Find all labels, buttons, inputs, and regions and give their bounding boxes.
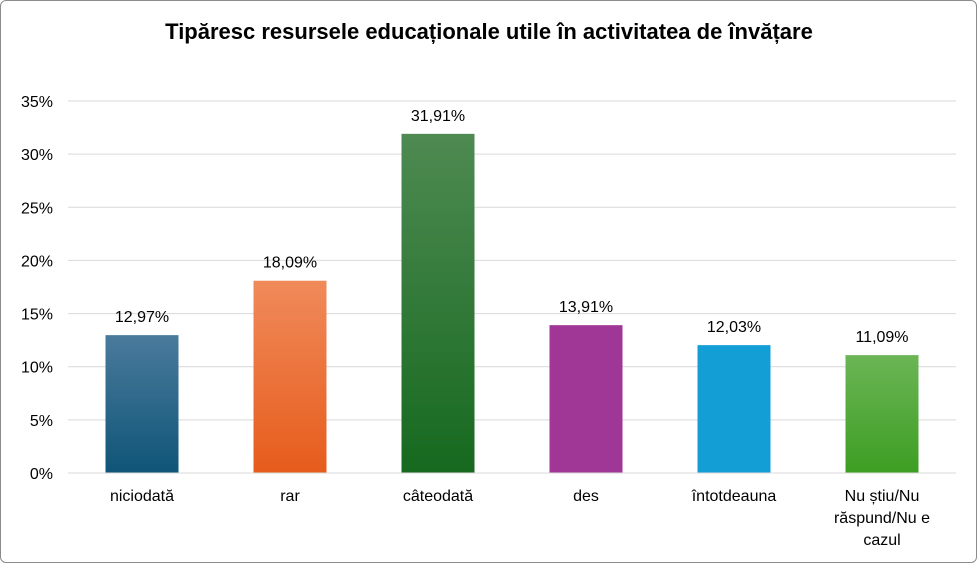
x-axis-category-labels: niciodată rar câteodată des întotdeauna Nu șt…	[110, 488, 930, 549]
y-tick-label: 10%	[21, 360, 53, 377]
x-category-label: des	[573, 488, 599, 505]
bar-6	[845, 355, 919, 473]
data-label: 13,91%	[559, 299, 613, 316]
bar-3	[401, 133, 475, 473]
x-category-label: câteodată	[403, 488, 473, 505]
gridlines	[68, 100, 956, 421]
x-category-label: niciodată	[110, 488, 174, 505]
data-label: 11,09%	[855, 329, 908, 346]
bar-1	[105, 335, 179, 473]
x-category-label: cazul	[863, 532, 900, 549]
data-labels: 12,97% 18,09% 31,91% 13,91% 12,03% 11,09%	[115, 108, 909, 346]
bar-2	[253, 280, 327, 473]
data-label: 12,03%	[707, 319, 761, 336]
y-tick-label: 30%	[21, 147, 53, 164]
y-tick-label: 5%	[30, 413, 53, 430]
y-axis-tick-labels: 0% 5% 10% 15% 20% 25% 30% 35%	[21, 94, 53, 483]
y-tick-label: 15%	[21, 307, 53, 324]
data-label: 12,97%	[115, 309, 169, 326]
x-category-label: rar	[280, 488, 300, 505]
data-label: 18,09%	[263, 255, 317, 272]
y-tick-label: 20%	[21, 253, 53, 270]
x-category-label: Nu știu/Nu	[845, 488, 920, 505]
y-tick-label: 0%	[30, 466, 53, 483]
bar-5	[697, 345, 771, 473]
bars	[105, 133, 919, 473]
bar-4	[549, 325, 623, 473]
y-tick-label: 35%	[21, 94, 53, 111]
data-label: 31,91%	[411, 108, 465, 125]
x-category-label: răspund/Nu e	[834, 510, 930, 527]
chart-title: Tipăresc resursele educaționale utile în…	[165, 19, 813, 44]
x-category-label: întotdeauna	[691, 488, 777, 505]
y-tick-label: 25%	[21, 200, 53, 217]
